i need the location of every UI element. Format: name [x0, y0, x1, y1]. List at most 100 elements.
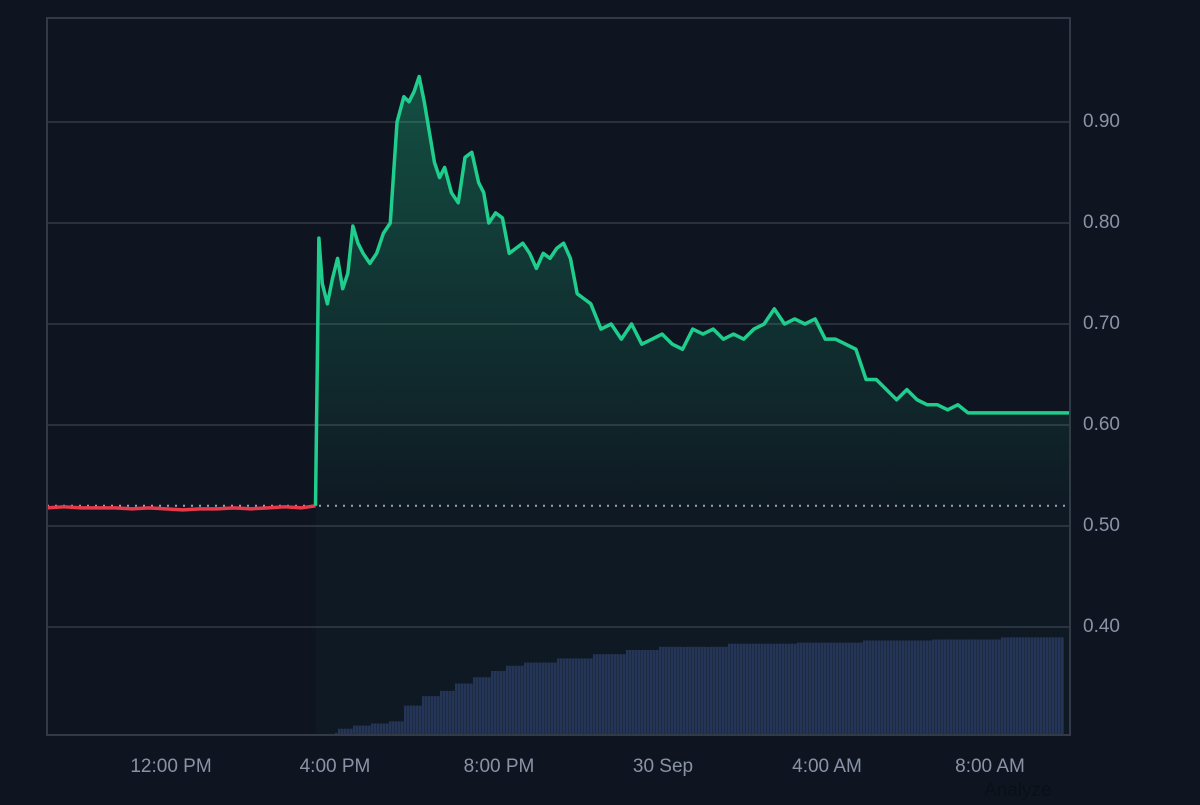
x-tick-label: 4:00 PM [299, 756, 371, 777]
volume-bar [977, 639, 980, 735]
volume-bar [503, 670, 506, 735]
volume-bar [986, 639, 989, 735]
volume-bar [485, 677, 488, 735]
volume-bar [1052, 637, 1055, 735]
y-tick-label: 0.60 [1083, 414, 1120, 435]
volume-bar [950, 639, 953, 735]
volume-bar [866, 640, 869, 735]
volume-bar [548, 662, 551, 735]
volume-bar [722, 646, 725, 735]
volume-bar [842, 642, 845, 735]
volume-bar [764, 643, 767, 735]
volume-bar [473, 677, 476, 735]
volume-bar [893, 640, 896, 735]
volume-bar [470, 683, 473, 735]
volume-bar [506, 665, 509, 735]
volume-bar [554, 662, 557, 735]
volume-bar [926, 640, 929, 735]
volume-bar [815, 642, 818, 735]
volume-bar [1019, 637, 1022, 735]
volume-bar [338, 728, 341, 735]
volume-bar [827, 642, 830, 735]
volume-bar [419, 705, 422, 735]
volume-bar [728, 643, 731, 735]
volume-bar [431, 696, 434, 735]
volume-bar [668, 646, 671, 735]
volume-bar [608, 654, 611, 735]
volume-bar [938, 639, 941, 735]
volume-bar [662, 646, 665, 735]
volume-bar [401, 721, 404, 735]
volume-bar [962, 639, 965, 735]
volume-bar [518, 665, 521, 735]
price-line-down [46, 504, 316, 512]
volume-bar [665, 646, 668, 735]
volume-bar [692, 646, 695, 735]
volume-bar [560, 658, 563, 735]
volume-bar [659, 646, 662, 735]
volume-bar [629, 649, 632, 735]
volume-bar [623, 654, 626, 735]
volume-bar [1007, 637, 1010, 735]
volume-bar [749, 643, 752, 735]
volume-bar [887, 640, 890, 735]
volume-bar [752, 643, 755, 735]
volume-bar [584, 658, 587, 735]
volume-bar [452, 690, 455, 735]
volume-bar [617, 654, 620, 735]
volume-bar [1043, 637, 1046, 735]
volume-bar [959, 639, 962, 735]
volume-bar [386, 723, 389, 735]
volume-bar [917, 640, 920, 735]
volume-bar [335, 732, 338, 735]
volume-bar [896, 640, 899, 735]
volume-bar [992, 639, 995, 735]
volume-bar [689, 646, 692, 735]
volume-bar [410, 705, 413, 735]
volume-bar [395, 721, 398, 735]
volume-bar [899, 640, 902, 735]
volume-bar [845, 642, 848, 735]
volume-bar [530, 662, 533, 735]
volume-bar [461, 683, 464, 735]
volume-bar [920, 640, 923, 735]
volume-bar [1058, 637, 1061, 735]
volume-bar [593, 654, 596, 735]
volume-bar [614, 654, 617, 735]
x-tick-label: 30 Sep [632, 756, 694, 777]
volume-bar [710, 646, 713, 735]
volume-bar [890, 640, 893, 735]
volume-bar [566, 658, 569, 735]
price-line [46, 74, 1070, 512]
volume-bar [587, 658, 590, 735]
volume-bar [983, 639, 986, 735]
volume-bar [833, 642, 836, 735]
volume-bar [932, 639, 935, 735]
volume-bar [1001, 637, 1004, 735]
volume-bar [770, 643, 773, 735]
volume-bar [980, 639, 983, 735]
x-tick-label: 8:00 PM [463, 756, 535, 777]
volume-bar [782, 643, 785, 735]
volume-bar [446, 690, 449, 735]
volume-bar [611, 654, 614, 735]
volume-bar [494, 670, 497, 735]
y-tick-label: 0.70 [1083, 313, 1120, 334]
volume-bar [341, 728, 344, 735]
volume-bar [392, 721, 395, 735]
volume-bar [434, 696, 437, 735]
volume-bar [911, 640, 914, 735]
volume-bar [797, 642, 800, 735]
volume-bar [773, 643, 776, 735]
volume-bar [545, 662, 548, 735]
volume-bar [365, 725, 368, 735]
volume-bar [803, 642, 806, 735]
volume-bar [437, 696, 440, 735]
volume-bar [698, 646, 701, 735]
volume-bar [482, 677, 485, 735]
volume-bar [425, 696, 428, 735]
volume-bar [443, 690, 446, 735]
volume-bar [719, 646, 722, 735]
